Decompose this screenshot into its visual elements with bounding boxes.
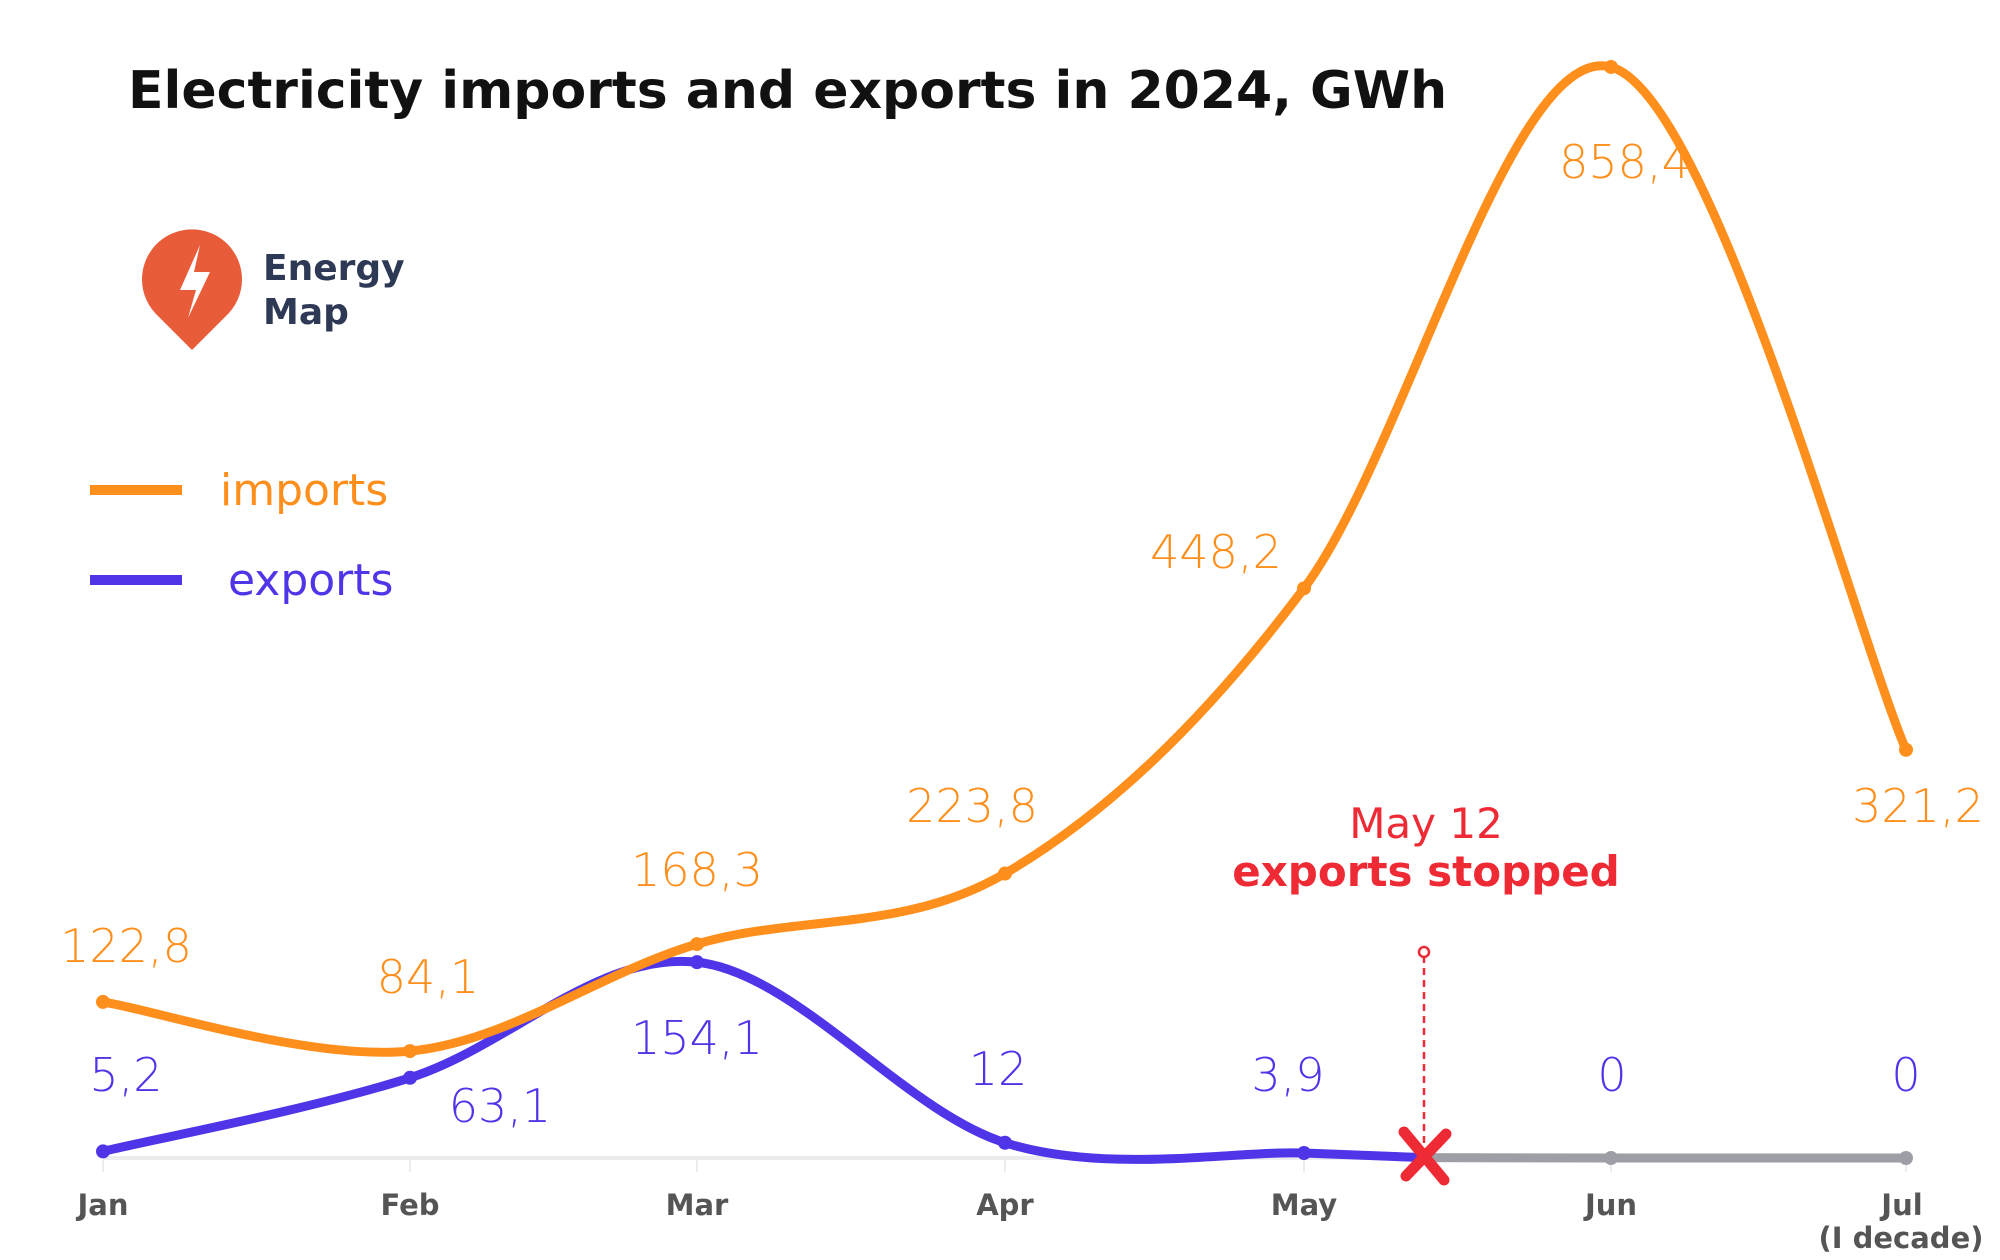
imports-point <box>403 1044 417 1059</box>
exports-data-label: 63,1 <box>449 1079 551 1133</box>
imports-data-label: 321,2 <box>1852 779 1984 833</box>
legend-label-imports: imports <box>220 465 388 516</box>
exports-data-label: 0 <box>1891 1048 1920 1102</box>
legend-label-exports: exports <box>228 555 393 606</box>
imports-point <box>690 937 704 952</box>
imports-point <box>1604 59 1618 74</box>
imports-data-label: 448,2 <box>1150 525 1282 579</box>
imports-data-label: 858,4 <box>1559 135 1691 189</box>
logo-text-line2: Map <box>263 292 349 333</box>
x-tick-label: Feb <box>380 1188 439 1222</box>
x-tick-sublabel: (I decade) <box>1818 1221 1983 1255</box>
annotation-text: exports stopped <box>1232 847 1620 896</box>
x-tick-label: Jan <box>75 1188 128 1222</box>
annotation: May 12 exports stopped <box>1232 799 1620 1186</box>
imports-point <box>1899 742 1913 757</box>
imports-data-label: 223,8 <box>906 779 1038 833</box>
imports-point <box>96 994 110 1009</box>
x-tick-label: Jun <box>1583 1188 1637 1222</box>
exports-point <box>998 1135 1012 1150</box>
imports-point <box>998 866 1012 881</box>
annotation-marker <box>1417 945 1431 959</box>
exports-data-label: 154,1 <box>631 1011 763 1065</box>
exports-point <box>1297 1146 1311 1161</box>
exports-point <box>1899 1151 1913 1165</box>
exports-data-label: 5,2 <box>89 1048 162 1102</box>
imports-data-label: 122,8 <box>60 919 192 973</box>
logo-text-line1: Energy <box>263 248 405 289</box>
exports-data-label: 0 <box>1597 1048 1626 1102</box>
exports-point <box>690 955 704 970</box>
exports-point <box>1604 1151 1618 1165</box>
imports-point <box>1297 581 1311 596</box>
exports-point <box>403 1070 417 1085</box>
exports-data-label: 3,9 <box>1251 1048 1324 1102</box>
imports-data-label: 168,3 <box>631 843 763 897</box>
energy-map-logo: Energy Map <box>142 229 405 350</box>
legend: imports exports <box>90 465 393 606</box>
x-tick-label: Jul <box>1879 1188 1922 1222</box>
exports-point <box>96 1144 110 1159</box>
exports-line <box>98 956 1429 1164</box>
chart-title: Electricity imports and exports in 2024,… <box>128 61 1447 121</box>
cross-icon <box>1398 1126 1452 1186</box>
imports-data-label: 84,1 <box>377 950 479 1004</box>
lightning-bolt-icon <box>180 245 210 318</box>
imports-line <box>98 61 1911 1057</box>
x-tick-label: May <box>1271 1188 1338 1222</box>
x-tick-label: Mar <box>666 1188 729 1222</box>
exports-data-label: 12 <box>969 1042 1028 1096</box>
x-tick-label: Apr <box>976 1188 1034 1222</box>
annotation-date: May 12 <box>1349 799 1503 848</box>
